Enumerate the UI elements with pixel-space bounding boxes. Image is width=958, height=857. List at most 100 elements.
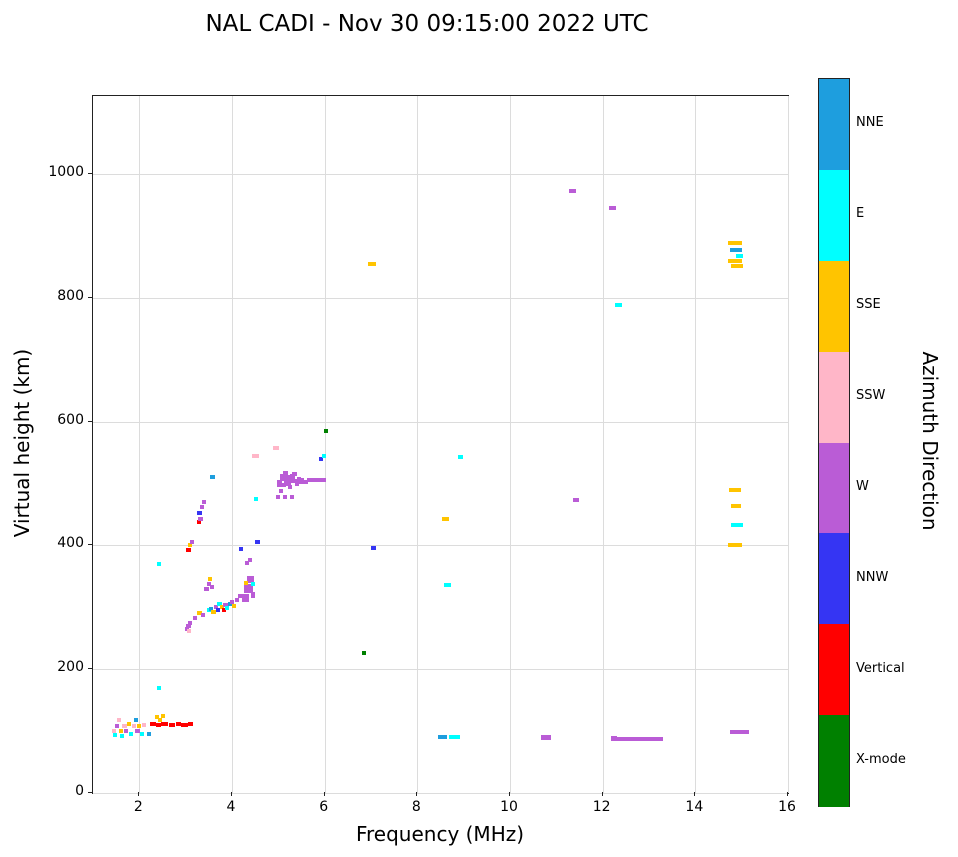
data-point bbox=[730, 730, 749, 735]
colorbar-segment-sse bbox=[819, 260, 849, 353]
data-point bbox=[188, 543, 193, 548]
data-point bbox=[207, 577, 212, 582]
y-tick-mark bbox=[88, 420, 92, 422]
data-point bbox=[161, 721, 169, 726]
data-point bbox=[115, 724, 120, 729]
y-tick-mark bbox=[88, 544, 92, 546]
colorbar-segment-ssw bbox=[819, 351, 849, 443]
data-point bbox=[156, 685, 161, 690]
data-point bbox=[133, 717, 138, 722]
data-point bbox=[201, 613, 206, 618]
x-axis-label: Frequency (MHz) bbox=[355, 822, 525, 846]
data-point bbox=[247, 557, 252, 562]
data-point bbox=[243, 580, 248, 585]
data-point bbox=[541, 734, 552, 740]
plot-area bbox=[92, 95, 789, 794]
data-point bbox=[197, 511, 202, 516]
x-gridline bbox=[695, 96, 697, 793]
data-point bbox=[250, 591, 256, 598]
colorbar-segment-e bbox=[819, 169, 849, 262]
data-point bbox=[278, 488, 283, 493]
data-point bbox=[727, 241, 742, 246]
x-tick-label: 12 bbox=[592, 799, 611, 815]
data-point bbox=[200, 505, 205, 510]
data-point bbox=[188, 620, 193, 625]
x-tick-label: 6 bbox=[319, 799, 329, 815]
colorbar bbox=[818, 78, 850, 807]
x-gridline bbox=[417, 96, 419, 793]
data-point bbox=[139, 732, 144, 737]
data-point bbox=[150, 721, 156, 726]
colorbar-category-label: NNW bbox=[856, 569, 889, 585]
data-point bbox=[161, 713, 166, 718]
data-point bbox=[154, 715, 159, 720]
data-point bbox=[238, 594, 243, 599]
data-point bbox=[292, 472, 297, 477]
data-point bbox=[223, 603, 228, 608]
x-tick-mark bbox=[323, 792, 325, 796]
data-point bbox=[196, 519, 201, 524]
data-point bbox=[569, 188, 576, 193]
y-tick-label: 800 bbox=[57, 287, 84, 304]
colorbar-category-label: SSE bbox=[856, 297, 881, 313]
data-point bbox=[213, 605, 218, 610]
data-point bbox=[204, 586, 209, 591]
y-axis-label: Virtual height (km) bbox=[10, 348, 34, 538]
x-tick-label: 16 bbox=[778, 799, 796, 815]
data-point bbox=[135, 729, 140, 734]
data-point bbox=[168, 722, 175, 727]
data-point bbox=[225, 605, 230, 610]
data-point bbox=[156, 561, 161, 566]
data-point bbox=[156, 722, 162, 727]
data-point bbox=[209, 585, 214, 590]
data-point bbox=[209, 606, 214, 611]
x-gridline bbox=[788, 96, 789, 793]
x-tick-mark bbox=[601, 792, 603, 796]
data-point bbox=[438, 735, 448, 740]
data-point bbox=[318, 456, 324, 461]
y-tick-mark bbox=[88, 792, 92, 793]
y-tick-label: 0 bbox=[75, 783, 84, 799]
data-point bbox=[297, 476, 302, 481]
data-point bbox=[255, 540, 260, 545]
data-point bbox=[573, 498, 579, 503]
data-point bbox=[131, 724, 136, 729]
data-point bbox=[727, 543, 742, 548]
data-point bbox=[443, 583, 451, 587]
colorbar-segment-w bbox=[819, 442, 849, 534]
data-point bbox=[232, 604, 237, 609]
data-point bbox=[211, 610, 216, 615]
data-point bbox=[187, 721, 193, 726]
data-point bbox=[239, 547, 244, 552]
data-point bbox=[318, 478, 326, 483]
y-tick-label: 400 bbox=[57, 535, 84, 552]
data-point bbox=[242, 594, 250, 602]
data-point bbox=[158, 717, 163, 722]
data-point bbox=[731, 263, 743, 268]
x-gridline bbox=[602, 96, 604, 793]
data-point bbox=[361, 651, 367, 656]
colorbar-segment-vertical bbox=[819, 624, 849, 716]
data-point bbox=[206, 608, 211, 613]
data-point bbox=[146, 732, 151, 737]
y-tick-label: 600 bbox=[57, 411, 84, 428]
colorbar-category-label: NNE bbox=[856, 115, 884, 131]
colorbar-category-label: SSW bbox=[856, 388, 886, 404]
data-point bbox=[294, 478, 300, 486]
colorbar-segment-nnw bbox=[819, 533, 849, 625]
y-tick-mark bbox=[88, 296, 92, 298]
y-tick-label: 200 bbox=[57, 659, 84, 676]
data-point bbox=[210, 475, 215, 480]
x-tick-mark bbox=[138, 792, 140, 796]
data-point bbox=[124, 729, 129, 734]
data-point bbox=[186, 623, 191, 628]
x-tick-label: 10 bbox=[500, 799, 518, 815]
data-point bbox=[281, 482, 286, 487]
y-gridline bbox=[93, 297, 788, 299]
data-point bbox=[730, 248, 742, 253]
data-point bbox=[609, 206, 617, 211]
colorbar-category-label: Vertical bbox=[856, 660, 905, 676]
data-point bbox=[202, 500, 207, 505]
chart-title: NAL CADI - Nov 30 09:15:00 2022 UTC bbox=[205, 11, 649, 37]
